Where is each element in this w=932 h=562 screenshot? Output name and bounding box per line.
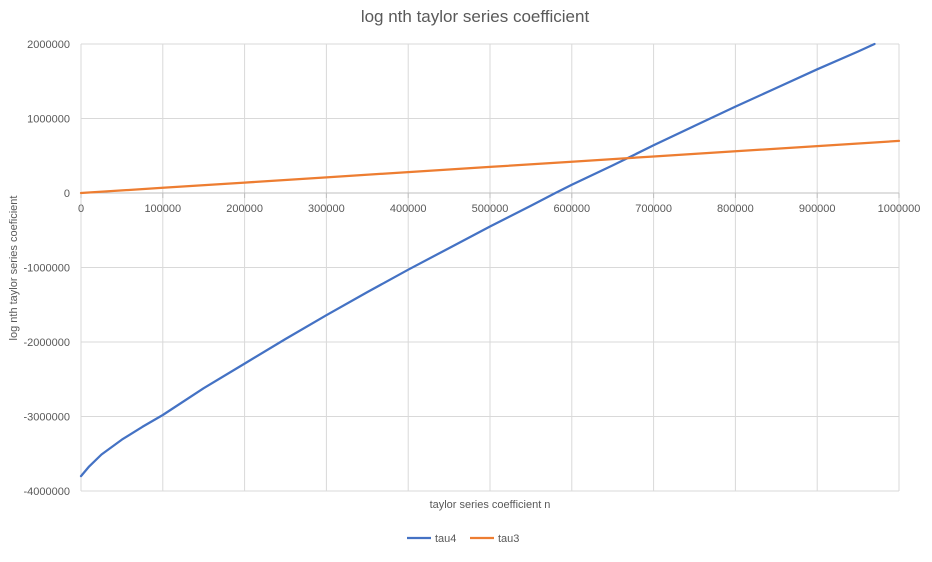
y-tick-label: -2000000 [24,337,71,349]
legend: tau4 tau3 [407,533,519,545]
x-tick-label: 300000 [308,203,345,215]
y-tick-label: 1000000 [27,114,70,126]
x-tick-label: 700000 [635,203,672,215]
x-tick-label: 400000 [390,203,427,215]
grid [80,43,900,492]
x-tick-label: 900000 [799,203,836,215]
x-tick-label: 1000000 [878,203,921,215]
x-tick-label: 0 [78,203,84,215]
legend-label-tau3: tau3 [498,533,519,545]
legend-label-tau4: tau4 [435,533,456,545]
y-tick-label: 2000000 [27,39,70,51]
y-tick-label: -3000000 [24,412,71,424]
axes [80,192,900,198]
y-axis-title: log nth taylor series coeficient [8,196,20,341]
series-lines [79,42,901,478]
tick-labels: 0 100000 200000 300000 400000 500000 600000 700… [24,39,921,498]
chart-title: log nth taylor series coefficient [361,7,590,26]
series-line-tau4 [79,42,876,478]
y-tick-label: 0 [64,188,70,200]
series-line-tau3 [79,139,901,195]
x-axis-title: taylor series coefficient n [430,499,551,511]
y-tick-label: -1000000 [24,263,71,275]
y-tick-label: -4000000 [24,486,71,498]
x-tick-label: 200000 [226,203,263,215]
x-tick-label: 600000 [553,203,590,215]
x-tick-label: 800000 [717,203,754,215]
x-tick-label: 500000 [472,203,509,215]
x-tick-label: 100000 [144,203,181,215]
